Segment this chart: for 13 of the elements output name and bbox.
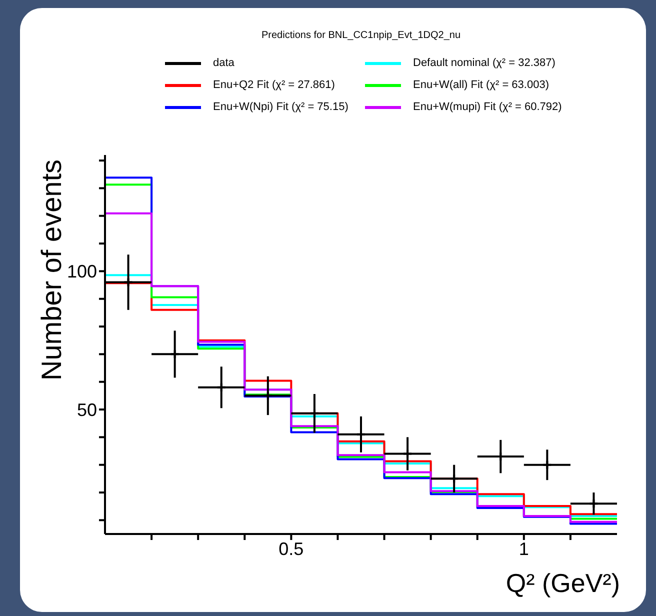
legend-label: Enu+W(Npi) Fit (χ² = 75.15) bbox=[213, 101, 348, 113]
legend-label: Enu+W(all) Fit (χ² = 63.003) bbox=[413, 79, 549, 91]
y-axis-title: Number of events bbox=[36, 160, 68, 380]
legend-label: data bbox=[213, 57, 234, 69]
x-tick-label: 0.5 bbox=[278, 538, 304, 559]
legend-label: Default nominal (χ² = 32.387) bbox=[413, 57, 556, 69]
chart-title: Predictions for BNL_CC1npip_Evt_1DQ2_nu bbox=[260, 30, 462, 41]
legend-label: Enu+W(mupi) Fit (χ² = 60.792) bbox=[413, 101, 562, 113]
legend-label: Enu+Q2 Fit (χ² = 27.861) bbox=[213, 79, 335, 91]
y-tick-label: 50 bbox=[76, 400, 97, 420]
x-axis-title: Q² (GeV²) bbox=[506, 568, 620, 599]
x-tick-label: 1 bbox=[518, 538, 529, 559]
y-tick-label: 100 bbox=[66, 262, 97, 282]
